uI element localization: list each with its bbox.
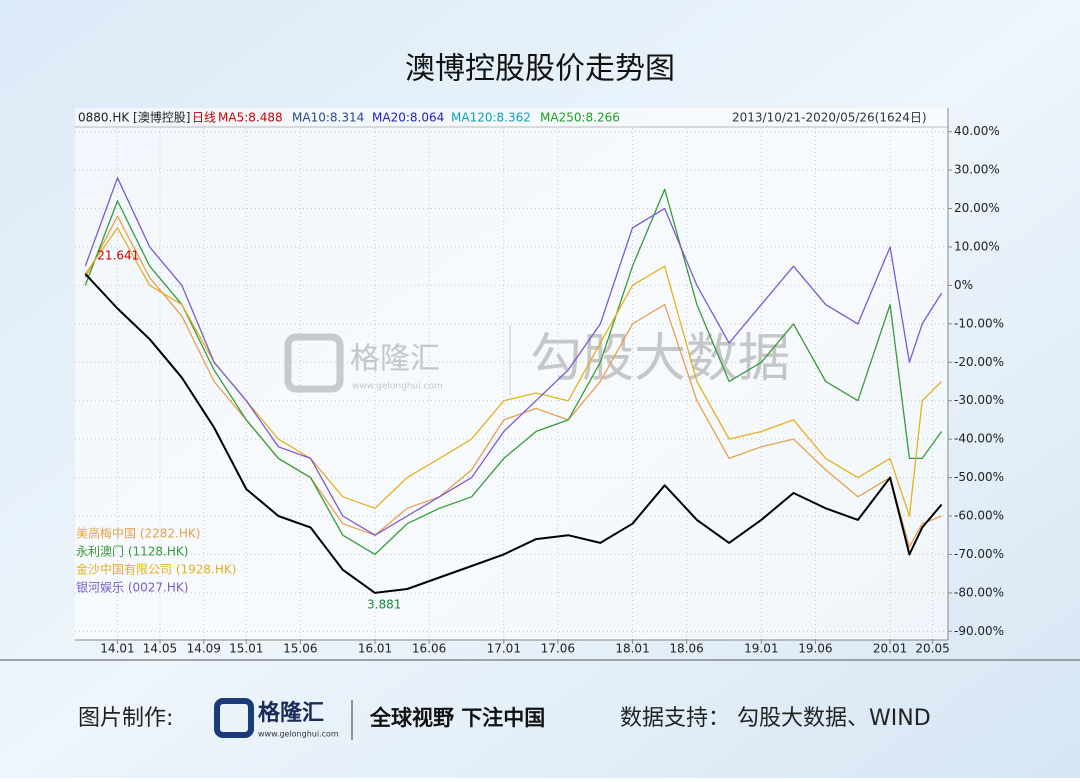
header-ma5: MA5:8.488 — [218, 111, 283, 125]
header-range: 2013/10/21-2020/05/26(1624日) — [732, 111, 927, 125]
annotation: 3.881 — [367, 597, 401, 611]
legend-label: 永利澳门 (1128.HK) — [76, 544, 188, 559]
header-ma10: MA10:8.314 — [292, 111, 364, 125]
header-ma120: MA120:8.362 — [451, 111, 531, 125]
x-tick-label: 19.06 — [798, 642, 832, 656]
y-tick-label: -10.00% — [954, 316, 1004, 330]
y-tick-label: -80.00% — [954, 585, 1004, 599]
y-tick-label: -30.00% — [954, 393, 1004, 407]
footer-site: www.gelonghui.com — [258, 730, 339, 739]
legend-label: 美高梅中国 (2282.HK) — [76, 526, 200, 541]
y-tick-label: -90.00% — [954, 624, 1004, 638]
series-line — [84, 188, 943, 556]
series-line — [84, 177, 943, 536]
y-tick-label: 10.00% — [954, 239, 1000, 253]
y-tick-label: -50.00% — [954, 470, 1004, 484]
legend-label: 金沙中国有限公司 (1928.HK) — [76, 562, 236, 577]
plot-panel — [75, 108, 948, 640]
y-tick-label: 0% — [954, 278, 973, 292]
footer-brand: 格隆汇 — [258, 700, 324, 726]
footer-slogan: 全球视野 下注中国 — [369, 706, 545, 730]
chart-title: 澳博控股股价走势图 — [405, 52, 675, 87]
x-tick-label: 19.01 — [744, 642, 778, 656]
x-tick-label: 14.05 — [143, 642, 177, 656]
header-period: 日线 — [192, 111, 216, 125]
x-tick-label: 15.06 — [283, 642, 317, 656]
x-tick-label: 17.01 — [487, 642, 521, 656]
watermark: 格隆汇 www.gelonghui.com 勾股大数据 — [284, 325, 790, 395]
header-ma250: MA250:8.266 — [540, 111, 620, 125]
x-tick-label: 20.01 — [873, 642, 907, 656]
series-line — [84, 215, 942, 548]
annotation: 21.641 — [97, 248, 139, 262]
y-tick-label: -20.00% — [954, 355, 1004, 369]
series-line — [84, 273, 943, 594]
x-tick-label: 14.09 — [187, 642, 221, 656]
header-ma20: MA20:8.064 — [372, 111, 444, 125]
y-tick-label: -60.00% — [954, 509, 1004, 523]
x-tick-label: 20.05 — [915, 642, 949, 656]
x-tick-label: 16.01 — [358, 642, 392, 656]
y-tick-label: -40.00% — [954, 432, 1004, 446]
x-tick-label: 18.01 — [615, 642, 649, 656]
footer-logo — [214, 698, 254, 738]
header-code: 0880.HK [澳博控股] — [78, 110, 190, 125]
footer-made-by: 图片制作: — [78, 706, 173, 731]
y-tick-label: 30.00% — [954, 163, 1000, 177]
x-tick-label: 16.06 — [412, 642, 446, 656]
watermark-site: www.gelonghui.com — [352, 382, 443, 392]
legend-label: 银河娱乐 (0027.HK) — [76, 581, 188, 595]
y-tick-label: -70.00% — [954, 547, 1004, 561]
watermark-partner: 勾股大数据 — [530, 329, 790, 389]
watermark-logo — [284, 333, 344, 393]
footer-source: 数据支持： 勾股大数据、WIND — [620, 706, 931, 731]
watermark-brand: 格隆汇 — [350, 342, 440, 377]
x-tick-label: 15.01 — [229, 642, 263, 656]
y-tick-label: 40.00% — [954, 124, 1000, 138]
x-tick-label: 17.06 — [541, 642, 575, 656]
x-tick-label: 14.01 — [100, 642, 134, 656]
x-tick-label: 18.06 — [669, 642, 703, 656]
y-tick-label: 20.00% — [954, 201, 1000, 215]
